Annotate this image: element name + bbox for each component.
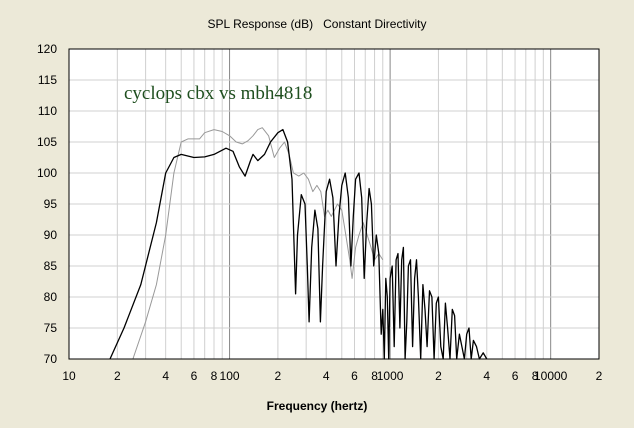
y-tick-label: 75 bbox=[44, 321, 58, 335]
x-tick-label: 1000 bbox=[377, 369, 404, 383]
x-tick-label: 8 bbox=[211, 369, 218, 383]
x-tick-label: 8 bbox=[371, 369, 378, 383]
x-tick-label: 2 bbox=[435, 369, 442, 383]
y-tick-label: 105 bbox=[37, 135, 57, 149]
x-tick-label: 4 bbox=[483, 369, 490, 383]
y-tick-label: 80 bbox=[44, 290, 58, 304]
y-tick-label: 85 bbox=[44, 259, 58, 273]
grid-lines bbox=[69, 49, 599, 359]
x-tick-label: 2 bbox=[596, 369, 603, 383]
y-axis-tick-labels: 70 75 80 85 90 95 100 105 110 115 120 bbox=[37, 42, 57, 366]
y-tick-label: 120 bbox=[37, 42, 57, 56]
series-layer bbox=[109, 127, 488, 360]
x-tick-label: 4 bbox=[323, 369, 330, 383]
x-tick-label: 4 bbox=[162, 369, 169, 383]
x-tick-label: 2 bbox=[114, 369, 121, 383]
y-tick-label: 70 bbox=[44, 352, 58, 366]
x-axis-label: Frequency (hertz) bbox=[267, 399, 368, 413]
y-tick-label: 100 bbox=[37, 166, 57, 180]
y-tick-label: 115 bbox=[38, 73, 57, 87]
y-tick-label: 95 bbox=[44, 197, 58, 211]
x-tick-label: 10 bbox=[62, 369, 76, 383]
x-tick-label: 2 bbox=[275, 369, 282, 383]
x-tick-label: 10000 bbox=[534, 369, 568, 383]
x-tick-label: 6 bbox=[351, 369, 358, 383]
chart-title: SPL Response (dB) Constant Directivity bbox=[208, 17, 427, 31]
chart-annotation: cyclops cbx vs mbh4818 bbox=[124, 83, 312, 104]
x-tick-label: 100 bbox=[220, 369, 240, 383]
x-tick-label: 6 bbox=[191, 369, 198, 383]
y-tick-label: 90 bbox=[44, 228, 58, 242]
x-tick-label: 8 bbox=[532, 369, 539, 383]
plot-border bbox=[68, 48, 600, 360]
series-line-1 bbox=[109, 128, 488, 360]
y-tick-label: 110 bbox=[38, 104, 57, 118]
x-tick-label: 6 bbox=[512, 369, 519, 383]
series-line-2 bbox=[132, 127, 384, 360]
